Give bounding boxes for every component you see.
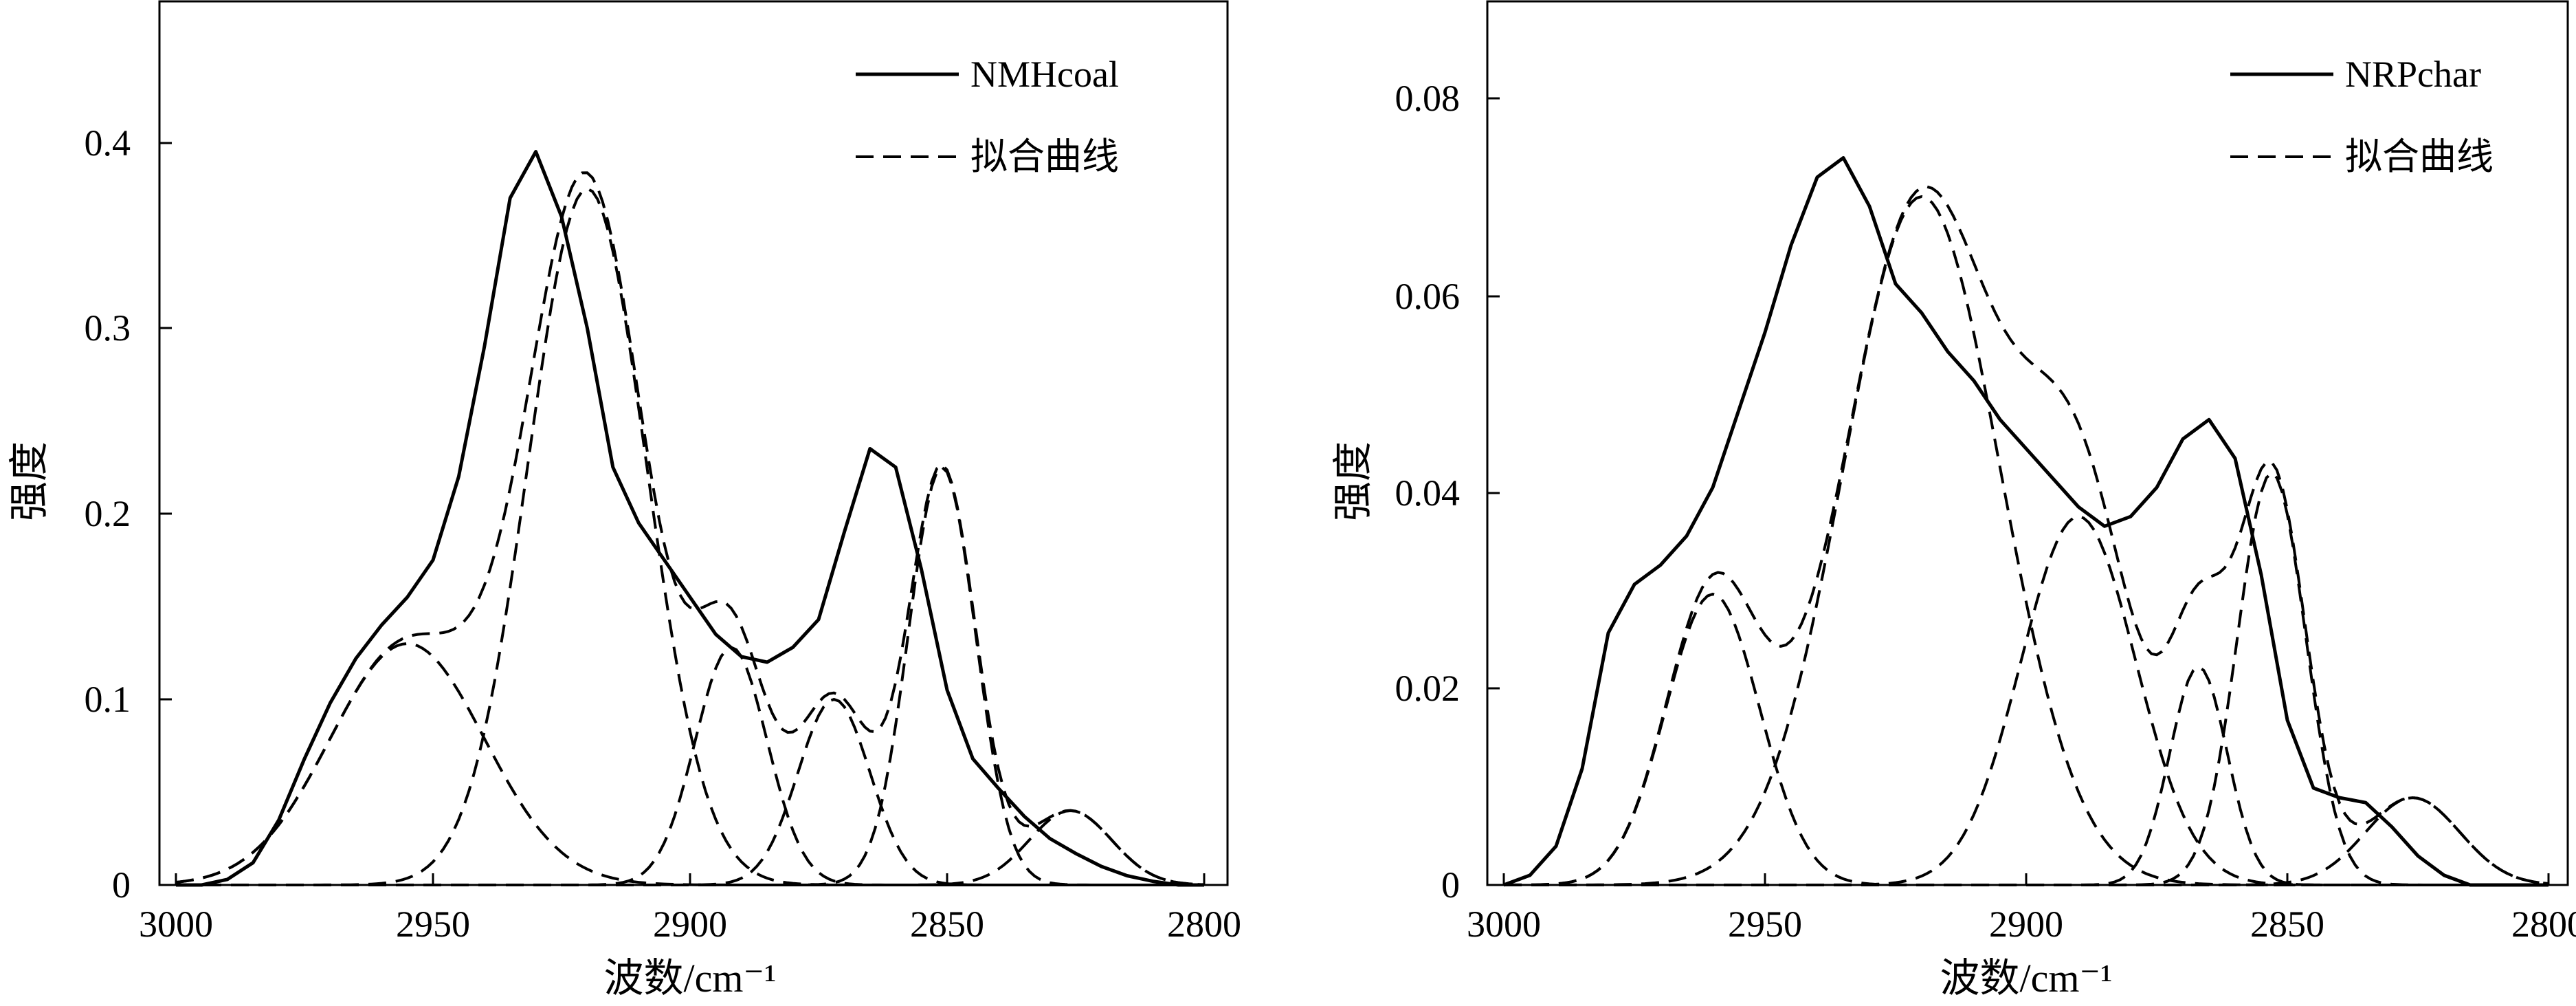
fit-peak-4 xyxy=(1504,665,2549,886)
series-layer xyxy=(1503,156,2549,887)
y-tick-label: 0.1 xyxy=(85,679,131,720)
x-tick-label: 2850 xyxy=(910,904,984,945)
y-axis-label: 强度 xyxy=(1331,441,1375,521)
fit-peak-4 xyxy=(176,697,1204,886)
measured-spectrum-line xyxy=(1503,156,2549,887)
legend-label-fit: 拟合曲线 xyxy=(970,136,1119,177)
x-axis-label: 波数/cm⁻¹ xyxy=(1940,956,2113,1000)
x-tick-label: 2850 xyxy=(2250,904,2324,945)
x-tick-label: 2800 xyxy=(1167,904,1241,945)
fit-peak-5 xyxy=(1504,471,2549,886)
x-tick-label: 2800 xyxy=(2511,904,2576,945)
legend-label-fit: 拟合曲线 xyxy=(2345,136,2494,177)
y-tick-label: 0.08 xyxy=(1395,78,1461,119)
y-axis-label: 强度 xyxy=(7,441,52,521)
fit-peak-6 xyxy=(176,809,1205,886)
y-tick-label: 0 xyxy=(1441,864,1460,906)
fit-peak-5 xyxy=(176,465,1204,886)
x-tick-label: 2900 xyxy=(653,904,727,945)
x-axis-label: 波数/cm⁻¹ xyxy=(604,956,777,1000)
y-tick-label: 0 xyxy=(112,864,131,906)
y-tick-label: 0.06 xyxy=(1395,276,1461,317)
series-layer xyxy=(175,150,1205,887)
legend: NRPchar 拟合曲线 xyxy=(2230,54,2494,177)
fit-peak-3 xyxy=(176,646,1204,886)
plot-frame xyxy=(158,0,1229,886)
legend-label-measured: NMHcoal xyxy=(970,54,1119,95)
chart-nrpchar: 0 0.02 0.04 0.06 0.08 3000 2950 2900 285… xyxy=(1331,0,2576,1000)
measured-spectrum-line xyxy=(176,150,1204,887)
y-tick-label: 0.04 xyxy=(1395,472,1461,514)
legend: NMHcoal 拟合曲线 xyxy=(856,54,1119,177)
fit-sum-line xyxy=(175,171,1205,886)
legend-label-measured: NRPchar xyxy=(2345,54,2481,95)
y-tick-label: 0.02 xyxy=(1395,668,1461,709)
x-tick-label: 3000 xyxy=(139,904,213,945)
x-tick-label: 2900 xyxy=(1989,904,2063,945)
y-tick-label: 0.3 xyxy=(85,307,131,349)
y-tick-label: 0.2 xyxy=(85,493,131,534)
fit-sum-line xyxy=(1504,185,2549,886)
fit-peak-1 xyxy=(1504,592,2549,886)
y-tick-label: 0.4 xyxy=(85,122,131,164)
fit-peak-6 xyxy=(1504,796,2549,886)
fit-peak-3 xyxy=(1504,515,2549,886)
chart-nmhcoal: 0 0.1 0.2 0.3 0.4 3000 2950 2900 2850 28… xyxy=(7,0,1241,1000)
fit-peak-2 xyxy=(1504,195,2549,886)
x-tick-label: 2950 xyxy=(396,904,470,945)
x-tick-label: 2950 xyxy=(1728,904,1802,945)
x-tick-label: 3000 xyxy=(1467,904,1541,945)
plot-frame xyxy=(1486,0,2569,886)
fit-peak-2 xyxy=(176,187,1204,886)
